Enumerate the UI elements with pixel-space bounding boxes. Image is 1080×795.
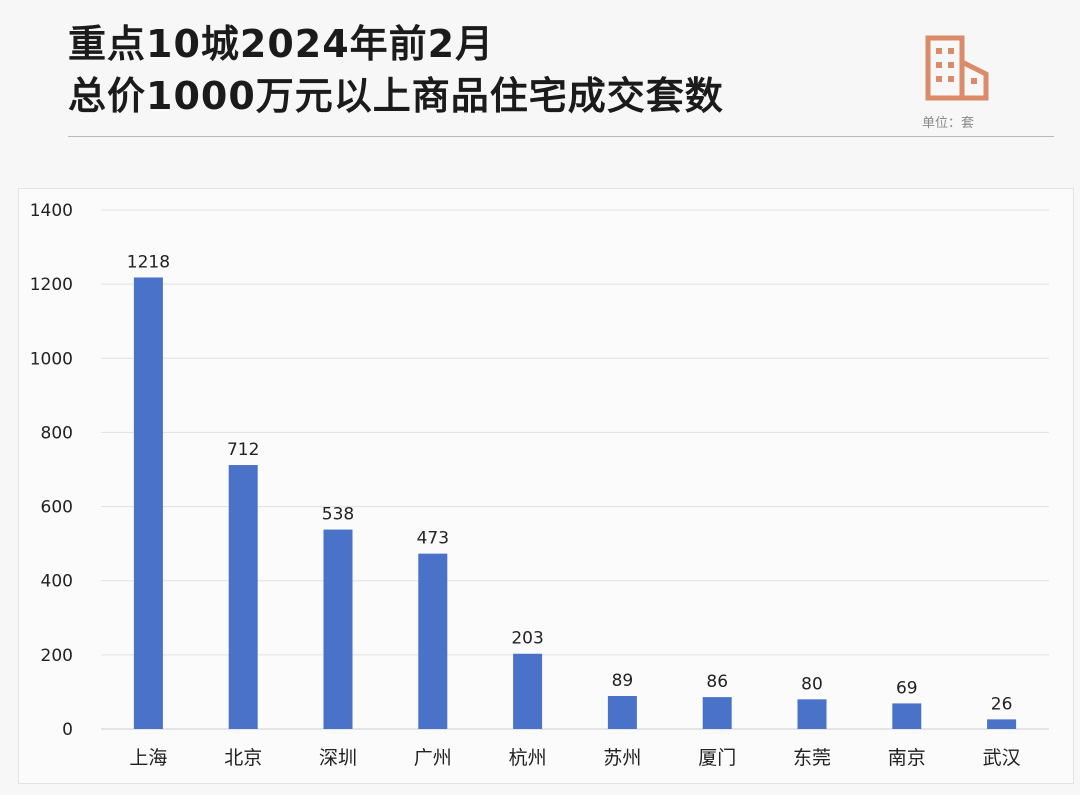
title-line-1: 重点10城2024年前2月 <box>68 22 495 66</box>
data-label: 86 <box>706 672 728 692</box>
data-label: 203 <box>511 629 543 649</box>
data-label: 1218 <box>127 252 170 272</box>
data-label: 80 <box>801 674 823 694</box>
title-divider <box>68 136 1054 137</box>
data-label: 473 <box>417 529 449 549</box>
bar-chart: 0 200 400 600 800 1000 1200 1400 1218 上海 712 北京 538 深… <box>30 201 1049 769</box>
y-tick-label: 200 <box>41 646 73 666</box>
y-tick-label: 800 <box>41 423 73 443</box>
x-tick-label: 武汉 <box>983 747 1021 769</box>
x-tick-label: 南京 <box>888 747 926 769</box>
unit-label: 单位：套 <box>922 116 975 131</box>
y-tick-label: 1400 <box>30 201 73 221</box>
y-tick-label: 0 <box>62 720 73 740</box>
bar <box>797 699 827 729</box>
x-tick-label: 厦门 <box>698 747 736 769</box>
title-line-2: 总价1000万元以上商品住宅成交套数 <box>68 74 724 118</box>
y-tick-label: 1200 <box>30 275 73 295</box>
bar <box>418 553 448 729</box>
x-tick-label: 上海 <box>129 747 167 769</box>
x-tick-label: 苏州 <box>603 747 641 769</box>
bar <box>228 465 258 729</box>
building-icon <box>925 35 989 101</box>
bar <box>133 277 163 729</box>
x-tick-label: 广州 <box>414 747 452 769</box>
data-label: 538 <box>322 505 354 525</box>
data-label: 69 <box>896 678 918 698</box>
page-title: 重点10城2024年前2月 总价1000万元以上商品住宅成交套数 <box>68 18 724 122</box>
x-tick-label: 杭州 <box>509 747 547 769</box>
bar <box>323 529 353 729</box>
bar <box>987 719 1017 729</box>
bar <box>607 696 637 729</box>
y-tick-label: 400 <box>41 572 73 592</box>
x-tick-label: 深圳 <box>319 747 357 769</box>
bar <box>702 697 732 729</box>
bar <box>892 703 922 729</box>
data-label: 712 <box>227 440 259 460</box>
bar <box>513 653 543 729</box>
data-label: 26 <box>991 694 1013 714</box>
chart-card: 0 200 400 600 800 1000 1200 1400 1218 上海 712 北京 538 深… <box>18 188 1074 784</box>
y-tick-label: 600 <box>41 498 73 518</box>
data-label: 89 <box>612 671 634 691</box>
x-tick-label: 东莞 <box>793 747 831 769</box>
y-tick-label: 1000 <box>30 349 73 369</box>
x-tick-label: 北京 <box>224 747 262 769</box>
